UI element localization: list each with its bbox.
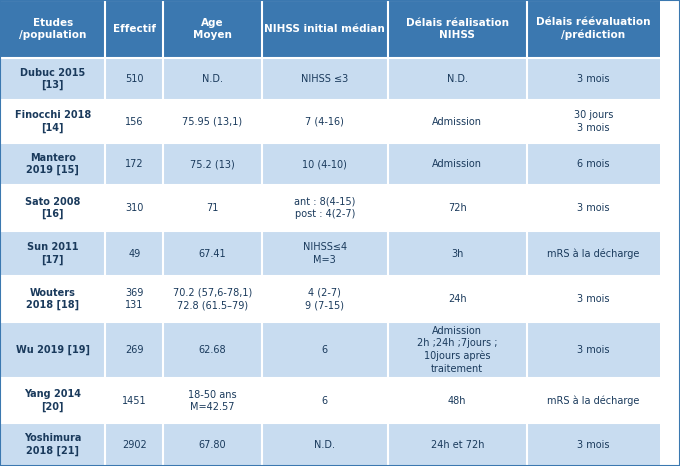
Bar [527, 322, 660, 378]
Bar [262, 424, 388, 466]
Text: Admission: Admission [432, 159, 482, 169]
Bar [262, 322, 388, 378]
Text: 62.68: 62.68 [199, 345, 226, 355]
Bar [388, 276, 527, 322]
Text: Yang 2014
[20]: Yang 2014 [20] [24, 390, 81, 412]
Bar [0, 100, 105, 143]
Bar [388, 322, 527, 378]
Bar [0, 0, 105, 58]
Text: NIHSS initial médian: NIHSS initial médian [265, 24, 385, 34]
Text: 369
131: 369 131 [125, 288, 143, 310]
Text: 7 (4-16): 7 (4-16) [305, 116, 344, 126]
Text: 3 mois: 3 mois [577, 345, 609, 355]
Text: Effectif: Effectif [113, 24, 156, 34]
Text: 67.41: 67.41 [199, 248, 226, 259]
Text: 2902: 2902 [122, 440, 147, 450]
Bar [388, 0, 527, 58]
Bar [527, 378, 660, 424]
Bar [262, 0, 388, 58]
Bar [388, 100, 527, 143]
Bar [105, 0, 163, 58]
Bar [0, 378, 105, 424]
Text: NIHSS ≤3: NIHSS ≤3 [301, 74, 348, 84]
Text: Sato 2008
[16]: Sato 2008 [16] [25, 197, 80, 219]
Bar [527, 143, 660, 185]
Bar [163, 276, 262, 322]
Text: 6: 6 [322, 396, 328, 406]
Bar [527, 100, 660, 143]
Bar [0, 424, 105, 466]
Text: 24h et 72h: 24h et 72h [430, 440, 484, 450]
Text: 156: 156 [125, 116, 143, 126]
Bar [388, 424, 527, 466]
Bar [0, 231, 105, 276]
Bar [163, 378, 262, 424]
Text: 3 mois: 3 mois [577, 294, 609, 304]
Text: Mantero
2019 [15]: Mantero 2019 [15] [27, 153, 79, 175]
Bar [527, 231, 660, 276]
Bar [527, 424, 660, 466]
Text: 269: 269 [125, 345, 143, 355]
Text: 6 mois: 6 mois [577, 159, 609, 169]
Text: 1451: 1451 [122, 396, 147, 406]
Text: N.D.: N.D. [314, 440, 335, 450]
Text: 3 mois: 3 mois [577, 440, 609, 450]
Text: 3 mois: 3 mois [577, 74, 609, 84]
Bar [262, 378, 388, 424]
Bar [0, 322, 105, 378]
Bar [262, 143, 388, 185]
Bar [262, 100, 388, 143]
Text: 172: 172 [125, 159, 143, 169]
Text: 70.2 (57,6-78,1)
72.8 (61.5–79): 70.2 (57,6-78,1) 72.8 (61.5–79) [173, 288, 252, 310]
Bar [163, 322, 262, 378]
Text: Finocchi 2018
[14]: Finocchi 2018 [14] [14, 110, 91, 133]
Bar [388, 185, 527, 231]
Bar [105, 143, 163, 185]
Text: 30 jours
3 mois: 30 jours 3 mois [574, 110, 613, 133]
Bar [527, 0, 660, 58]
Text: Délais réalisation
NIHSS: Délais réalisation NIHSS [406, 18, 509, 40]
Text: ant : 8(4-15)
post : 4(2-7): ant : 8(4-15) post : 4(2-7) [294, 197, 356, 219]
Bar [105, 424, 163, 466]
Text: 72h: 72h [448, 203, 466, 213]
Text: Dubuc 2015
[13]: Dubuc 2015 [13] [20, 68, 85, 90]
Bar [262, 276, 388, 322]
Text: 3 mois: 3 mois [577, 203, 609, 213]
Text: 4 (2-7)
9 (7-15): 4 (2-7) 9 (7-15) [305, 288, 344, 310]
Bar [388, 231, 527, 276]
Text: 24h: 24h [448, 294, 466, 304]
Text: 6: 6 [322, 345, 328, 355]
Text: 10 (4-10): 10 (4-10) [303, 159, 347, 169]
Text: 48h: 48h [448, 396, 466, 406]
Bar [262, 185, 388, 231]
Text: Yoshimura
2018 [21]: Yoshimura 2018 [21] [24, 433, 82, 456]
Bar [262, 231, 388, 276]
Bar [163, 185, 262, 231]
Bar [163, 231, 262, 276]
Bar [163, 143, 262, 185]
Text: Wouters
2018 [18]: Wouters 2018 [18] [26, 288, 80, 310]
Text: NIHSS≤4
M=3: NIHSS≤4 M=3 [303, 242, 347, 265]
Text: Age
Moyen: Age Moyen [193, 18, 232, 40]
Bar [105, 185, 163, 231]
Text: 75.2 (13): 75.2 (13) [190, 159, 235, 169]
Bar [0, 143, 105, 185]
Bar [0, 58, 105, 100]
Bar [105, 276, 163, 322]
Bar [105, 378, 163, 424]
Text: 75.95 (13,1): 75.95 (13,1) [182, 116, 243, 126]
Text: mRS à la décharge: mRS à la décharge [547, 396, 639, 406]
Text: N.D.: N.D. [202, 74, 223, 84]
Text: 3h: 3h [451, 248, 464, 259]
Text: 18-50 ans
M=42.57: 18-50 ans M=42.57 [188, 390, 237, 412]
Text: 49: 49 [128, 248, 141, 259]
Bar [527, 276, 660, 322]
Text: Admission: Admission [432, 116, 482, 126]
Text: Wu 2019 [19]: Wu 2019 [19] [16, 345, 90, 355]
Bar [0, 276, 105, 322]
Bar [388, 378, 527, 424]
Bar [163, 58, 262, 100]
Text: Admission
2h ;24h ;7jours ;
10jours après
traitement: Admission 2h ;24h ;7jours ; 10jours aprè… [417, 326, 498, 374]
Bar [262, 58, 388, 100]
Text: N.D.: N.D. [447, 74, 468, 84]
